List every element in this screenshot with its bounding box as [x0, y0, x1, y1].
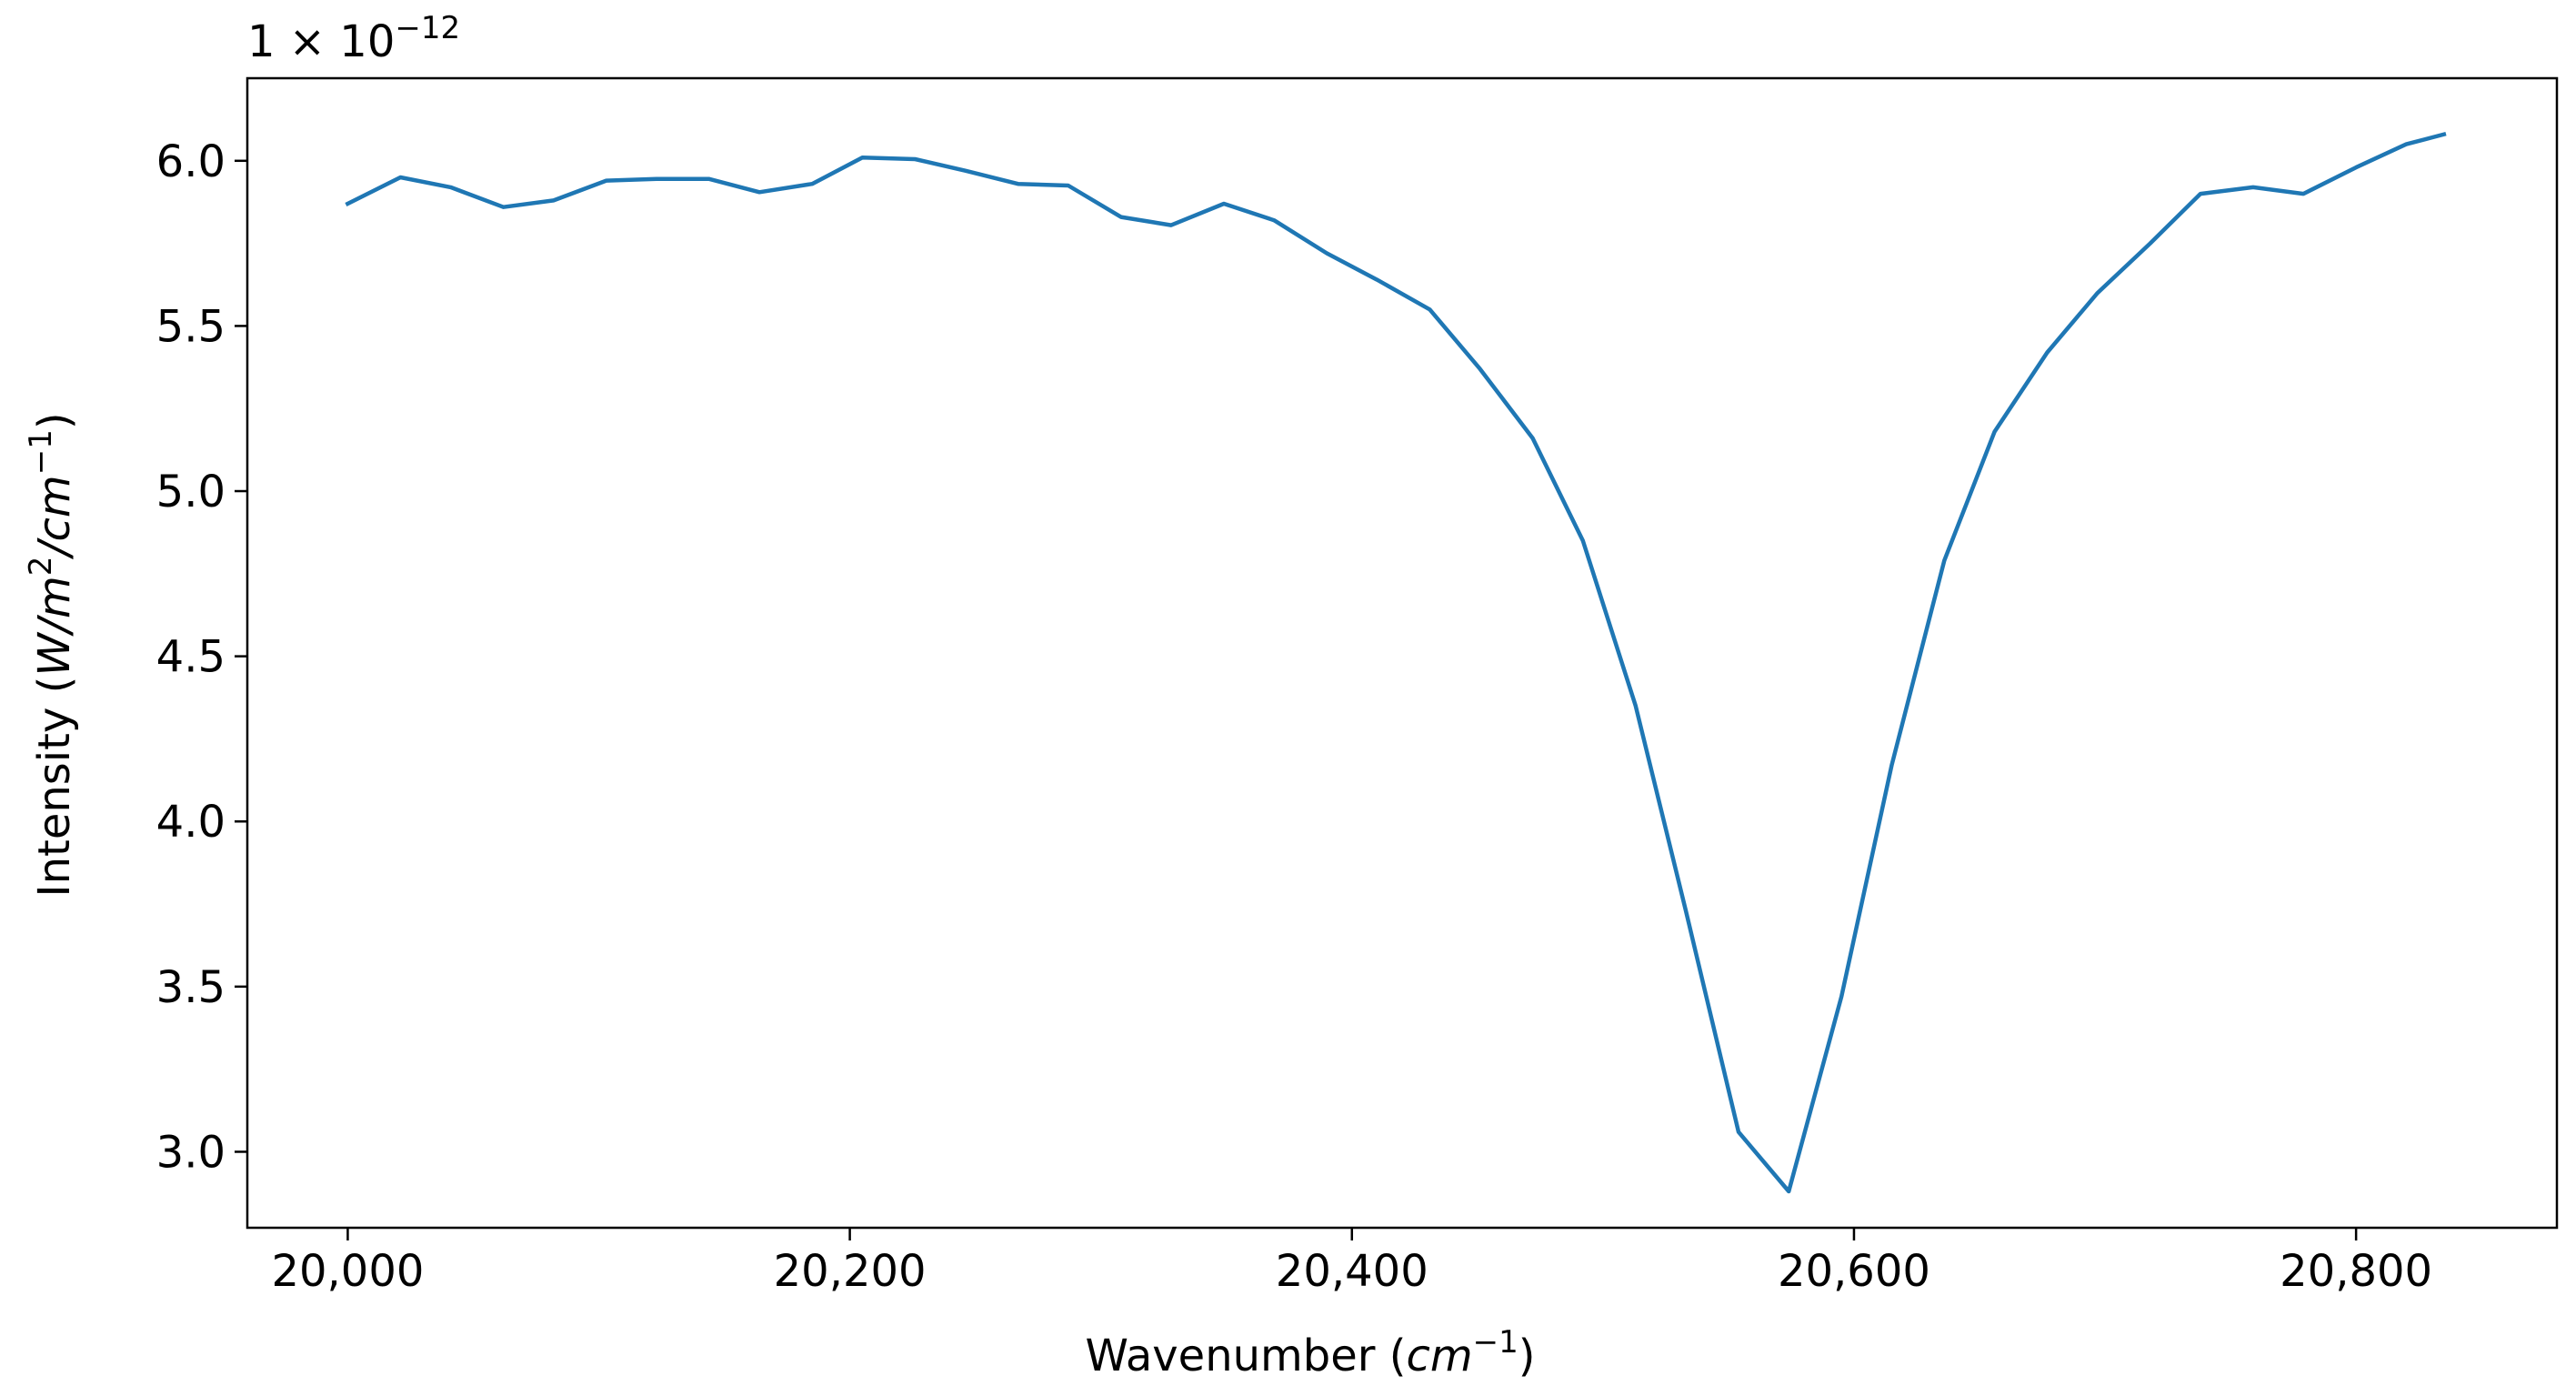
y-tick-label: 3.0: [156, 1127, 226, 1178]
x-axis-label: Wavenumber (cm−1): [1085, 1324, 1535, 1381]
plot-area: [345, 131, 2447, 1194]
x-tick-label: 20,200: [774, 1246, 927, 1297]
x-axis: 20,000 20,200 20,400 20,600 20,800: [271, 1228, 2432, 1297]
y-axis: 3.0 3.5 4.0 4.5 5.0 5.5 6.0: [156, 136, 247, 1178]
x-tick-label: 20,400: [1276, 1246, 1428, 1297]
y-axis-offset-label: 1 × 10−12: [247, 10, 460, 67]
y-tick-label: 6.0: [156, 136, 226, 187]
x-tick-label: 20,600: [1778, 1246, 1930, 1297]
axes-frame: [246, 76, 2559, 1230]
x-tick-label: 20,000: [271, 1246, 424, 1297]
y-tick-label: 4.0: [156, 797, 226, 848]
x-tick-label: 20,800: [2280, 1246, 2432, 1297]
y-axis-label: Intensity (W/m2/cm−1): [23, 412, 80, 897]
y-tick-label: 5.0: [156, 467, 226, 517]
series-line-0: [345, 131, 2447, 1194]
y-tick-label: 5.5: [156, 301, 226, 352]
y-tick-label: 3.5: [156, 962, 226, 1013]
y-tick-label: 4.5: [156, 632, 226, 683]
